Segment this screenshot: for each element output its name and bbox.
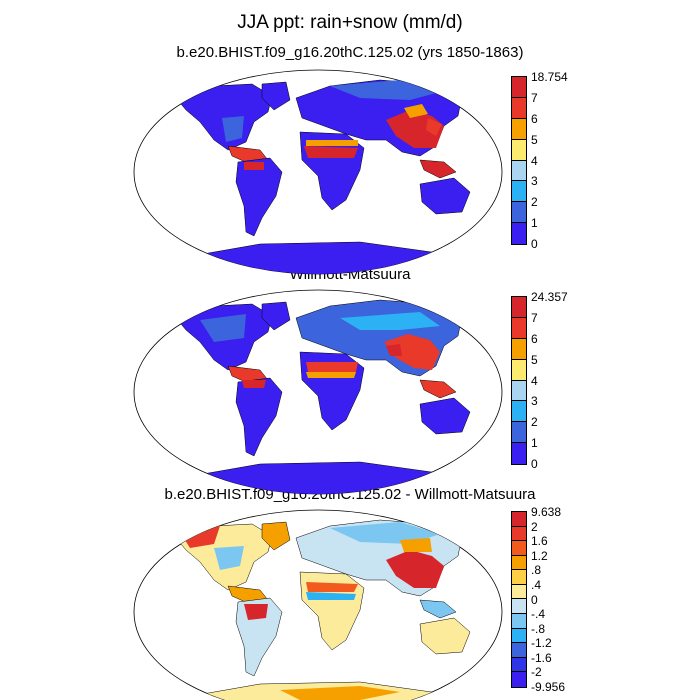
colorbar-1-label: 18.754 [531, 70, 568, 84]
colorbar-2-label: 5 [531, 352, 538, 367]
colorbar-2-swatch [512, 297, 526, 318]
colorbar-2-label: 2 [531, 415, 538, 430]
colorbar-3-swatch [512, 672, 526, 687]
colorbar-3-swatch [512, 614, 526, 629]
colorbar-2-label: 0 [531, 457, 538, 471]
colorbar-3-swatch [512, 628, 526, 644]
colorbar-3-swatch [512, 584, 526, 600]
colorbar-1-label: 3 [531, 174, 538, 189]
panel-3-map [133, 509, 503, 700]
colorbar-3-label: .4 [531, 577, 542, 592]
colorbar-3-label: -1.2 [531, 636, 552, 651]
panel-1-map [133, 69, 503, 275]
colorbar-3-swatch [512, 570, 526, 585]
colorbar-1-label: 4 [531, 153, 538, 168]
colorbar-2-swatch [512, 401, 526, 423]
colorbar-3-swatch [512, 512, 526, 527]
colorbar-1-label: 0 [531, 237, 538, 251]
colorbar-3-label: 2 [531, 519, 538, 534]
colorbar-3-label: -.4 [531, 607, 546, 622]
colorbar-2-label: 3 [531, 394, 538, 409]
colorbar-1-label: 5 [531, 132, 538, 147]
colorbar-3-label: 1.6 [531, 534, 548, 549]
colorbar-1-swatch [512, 118, 526, 140]
colorbar-2-label: 1 [531, 436, 538, 451]
colorbar-2-swatch [512, 359, 526, 381]
colorbar-2-label: 6 [531, 331, 538, 346]
colorbar-3-swatch [512, 657, 526, 673]
colorbar-2-label: 7 [531, 310, 538, 325]
colorbar-1-swatch [512, 77, 526, 98]
colorbar-2 [511, 296, 527, 465]
colorbar-3-swatch [512, 526, 526, 542]
colorbar-1-label: 7 [531, 90, 538, 105]
colorbar-1-swatch [512, 181, 526, 203]
colorbar-2-swatch [512, 338, 526, 360]
colorbar-3-label: -9.956 [531, 680, 566, 694]
colorbar-3-label: 0 [531, 592, 538, 607]
colorbar-1-swatch [512, 139, 526, 161]
colorbar-2-swatch [512, 443, 526, 464]
colorbar-3-label: -1.6 [531, 650, 552, 665]
colorbar-3-label: -2 [531, 665, 542, 680]
colorbar-1 [511, 76, 527, 245]
colorbar-2-swatch [512, 422, 526, 444]
colorbar-2-swatch [512, 380, 526, 402]
colorbar-3-swatch [512, 541, 526, 556]
colorbar-3-label: 1.2 [531, 548, 548, 563]
colorbar-1-label: 1 [531, 216, 538, 231]
main-title: JJA ppt: rain+snow (mm/d) [237, 12, 463, 33]
colorbar-3-swatch [512, 555, 526, 571]
colorbar-2-label: 4 [531, 373, 538, 388]
colorbar-1-label: 6 [531, 111, 538, 126]
panel-2-map [133, 289, 503, 495]
colorbar-2-swatch [512, 317, 526, 339]
colorbar-3-label: .8 [531, 563, 542, 578]
panel-1-title: b.e20.BHIST.f09_g16.20thC.125.02 (yrs 18… [176, 44, 524, 61]
colorbar-1-swatch [512, 97, 526, 119]
colorbar-2-label: 24.357 [531, 290, 568, 304]
colorbar-3-swatch [512, 643, 526, 658]
colorbar-3 [511, 511, 527, 688]
colorbar-1-swatch [512, 160, 526, 182]
colorbar-1-swatch [512, 202, 526, 224]
panel-3-title: b.e20.BHIST.f09_g16.20thC.125.02 - Willm… [164, 486, 536, 503]
colorbar-3-label: -.8 [531, 621, 546, 636]
colorbar-3-label: 9.638 [531, 505, 562, 519]
colorbar-3-swatch [512, 599, 526, 615]
colorbar-1-swatch [512, 223, 526, 244]
colorbar-1-label: 2 [531, 195, 538, 210]
